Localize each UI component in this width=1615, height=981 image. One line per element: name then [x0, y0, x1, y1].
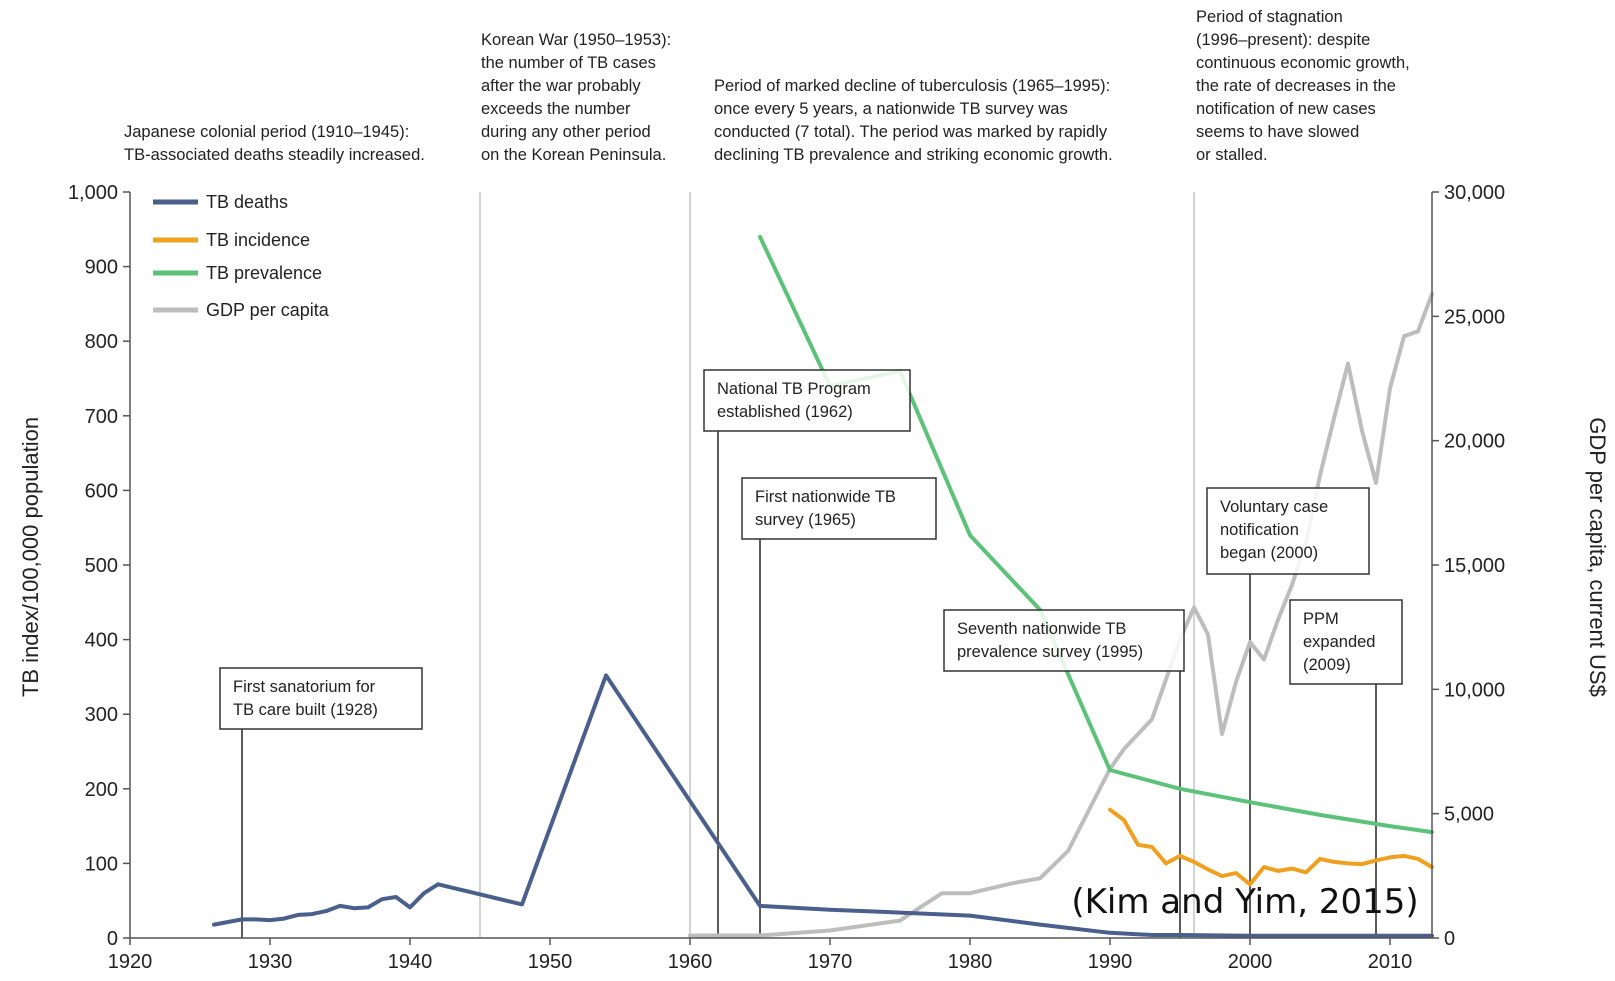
annotation-box: PPM expanded (2009): [1289, 599, 1403, 685]
legend-label: TB incidence: [206, 230, 310, 250]
y-tick-label-left: 300: [85, 704, 118, 726]
period-note-line: exceeds the number: [481, 100, 631, 118]
annotation-text: First sanatorium for: [233, 678, 376, 696]
series-line-gdp-per-capita: [688, 292, 1434, 938]
x-tick-label: 2000: [1228, 951, 1273, 973]
period-note-line: TB-associated deaths steadily increased.: [124, 146, 425, 164]
period-note-line: the rate of decreases in the: [1196, 77, 1396, 95]
annotation-box: First sanatorium for TB care built (1928): [219, 667, 423, 730]
x-tick-label: 1950: [528, 951, 573, 973]
y-tick-label-left: 200: [85, 779, 118, 801]
period-note-line: once every 5 years, a nationwide TB surv…: [714, 100, 1068, 118]
y-tick-label-left: 700: [85, 406, 118, 428]
period-note-line: (1996–present): despite: [1196, 31, 1370, 49]
x-tick-label: 2010: [1368, 951, 1413, 973]
axes: [123, 191, 1439, 945]
y-tick-label-left: 100: [85, 853, 118, 875]
legend-label: TB prevalence: [206, 263, 322, 283]
legend-item: GDP per capita: [153, 300, 330, 320]
y-axis-title-left: TB index/100,000 population: [18, 417, 43, 697]
x-tick-label: 1940: [388, 951, 433, 973]
period-note-line: or stalled.: [1196, 146, 1268, 164]
annotation-box: Voluntary case notification began (2000): [1206, 487, 1370, 575]
series-line-tb-incidence: [1108, 807, 1434, 887]
y-axis-title-right: GDP per capita, current US$: [1585, 417, 1610, 697]
legend-item: TB prevalence: [153, 263, 322, 283]
annotation-text: (2009): [1303, 656, 1351, 674]
period-dividers: [479, 192, 1195, 938]
annotation-text: Voluntary case: [1220, 498, 1328, 516]
y-tick-label-right: 20,000: [1444, 431, 1505, 453]
annotation-leader-lines: [241, 431, 1377, 938]
y-tick-label-left: 900: [85, 257, 118, 279]
period-note-line: Korean War (1950–1953):: [481, 31, 671, 49]
annotation-box: Seventh nationwide TB prevalence survey (…: [943, 609, 1185, 672]
period-note: Japanese colonial period (1910–1945): TB-…: [124, 123, 425, 164]
y-tick-label-left: 1,000: [68, 182, 118, 204]
annotation-text: PPM: [1303, 610, 1339, 628]
period-note: Korean War (1950–1953): the number of TB …: [481, 31, 671, 164]
period-note-line: Period of stagnation: [1196, 8, 1343, 26]
period-note: Period of stagnation (1996–present): desp…: [1196, 8, 1410, 164]
x-tick-label: 1930: [248, 951, 293, 973]
period-note-line: on the Korean Peninsula.: [481, 146, 666, 164]
annotation-text: survey (1965): [755, 511, 856, 529]
y-tick-label-right: 0: [1444, 928, 1455, 950]
legend: TB deaths TB incidence TB prevalence GDP pe…: [153, 192, 330, 320]
legend-label: TB deaths: [206, 192, 288, 212]
annotation-frame: [1289, 599, 1403, 685]
annotation-box: First nationwide TB survey (1965): [741, 477, 937, 540]
y-tick-label-left: 0: [107, 928, 118, 950]
x-tick-label: 1920: [108, 951, 153, 973]
x-tick-label: 1980: [948, 951, 993, 973]
annotation-frame: [741, 477, 937, 540]
annotation-text: began (2000): [1220, 544, 1318, 562]
period-note-line: the number of TB cases: [481, 54, 656, 72]
period-note-line: during any other period: [481, 123, 651, 141]
period-notes: Japanese colonial period (1910–1945): TB-…: [124, 8, 1410, 164]
period-note: Period of marked decline of tuberculosis…: [714, 77, 1113, 164]
y-tick-label-right: 5,000: [1444, 804, 1494, 826]
annotation-frame: [1206, 487, 1370, 575]
x-tick-label: 1990: [1088, 951, 1133, 973]
annotation-box: National TB Program established (1962): [703, 369, 911, 432]
series-line-tb-deaths: [212, 673, 1434, 938]
period-note-line: seems to have slowed: [1196, 123, 1359, 141]
y-tick-label-right: 25,000: [1444, 306, 1505, 328]
annotation-text: expanded: [1303, 633, 1376, 651]
y-tick-label-left: 800: [85, 331, 118, 353]
period-note-line: notification of new cases: [1196, 100, 1376, 118]
annotation-frame: [943, 609, 1185, 672]
legend-label: GDP per capita: [206, 300, 330, 320]
annotation-frame: [219, 667, 423, 730]
annotation-text: National TB Program: [717, 380, 871, 398]
annotation-text: TB care built (1928): [233, 701, 378, 719]
period-note-line: Japanese colonial period (1910–1945):: [124, 123, 409, 141]
y-tick-label-left: 400: [85, 630, 118, 652]
y-tick-label-right: 10,000: [1444, 679, 1505, 701]
period-note-line: Period of marked decline of tuberculosis…: [714, 77, 1110, 95]
legend-item: TB deaths: [153, 192, 288, 212]
period-note-line: declining TB prevalence and striking eco…: [714, 146, 1113, 164]
legend-item: TB incidence: [153, 230, 310, 250]
y-tick-label-left: 500: [85, 555, 118, 577]
period-note-line: after the war probably: [481, 77, 641, 95]
period-note-line: conducted (7 total). The period was mark…: [714, 123, 1108, 141]
annotation-text: notification: [1220, 521, 1299, 539]
annotation-text: established (1962): [717, 403, 853, 421]
y-tick-label-right: 30,000: [1444, 182, 1505, 204]
x-tick-label: 1960: [668, 951, 713, 973]
annotation-text: Seventh nationwide TB: [957, 620, 1126, 638]
tick-labels: 1920 1930 1940 1950 1960 1970 1980 1990 2000 2010…: [68, 182, 1505, 973]
y-tick-label-left: 600: [85, 480, 118, 502]
period-note-line: continuous economic growth,: [1196, 54, 1410, 72]
annotation-text: prevalence survey (1995): [957, 643, 1143, 661]
x-tick-label: 1970: [808, 951, 853, 973]
annotation-text: First nationwide TB: [755, 488, 896, 506]
annotation-frame: [703, 369, 911, 432]
y-tick-label-right: 15,000: [1444, 555, 1505, 577]
annotations: First sanatorium for TB care built (1928)…: [219, 369, 1403, 730]
citation: (Kim and Yim, 2015): [1071, 882, 1418, 922]
